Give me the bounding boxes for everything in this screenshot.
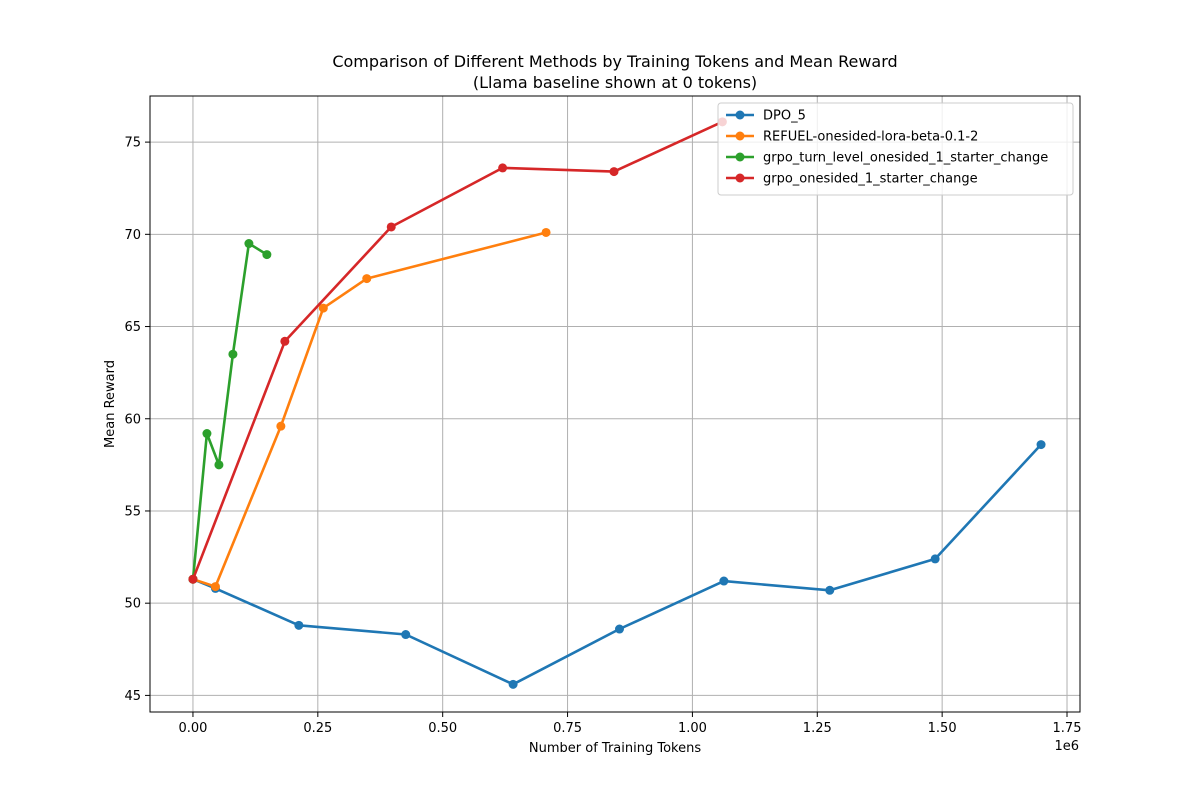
x-tick-label: 0.50 [428, 721, 457, 736]
axis-ticks: 0.00 0.25 0.50 0.75 1.00 1.25 1.50 1.75 45 50 55 60… [124, 136, 1081, 736]
data-point [244, 239, 254, 249]
y-tick-label: 75 [124, 136, 141, 151]
legend-label: DPO_5 [763, 109, 806, 124]
x-tick-label: 0.00 [178, 721, 207, 736]
legend-label: grpo_onesided_1_starter_change [763, 172, 978, 187]
data-point [318, 303, 328, 313]
x-axis-offset-label: 1e6 [1054, 739, 1079, 754]
data-point [276, 421, 286, 431]
chart-subtitle: (Llama baseline shown at 0 tokens) [473, 73, 757, 92]
y-tick-label: 50 [124, 597, 141, 612]
x-axis-label: Number of Training Tokens [529, 741, 701, 756]
data-point [262, 250, 272, 260]
data-point [202, 429, 212, 439]
data-point [498, 163, 508, 173]
legend-item: DPO_5 [726, 109, 806, 124]
x-tick-label: 0.75 [553, 721, 582, 736]
y-tick-label: 45 [124, 689, 141, 704]
data-point [188, 574, 198, 584]
legend-item: grpo_turn_level_onesided_1_starter_chang… [726, 151, 1048, 166]
series-2 [188, 239, 272, 584]
x-tick-label: 0.25 [303, 721, 332, 736]
y-tick-label: 65 [124, 320, 141, 335]
data-point [508, 679, 518, 689]
legend-box [717, 102, 1074, 196]
data-point [228, 349, 238, 359]
x-tick-label: 1.00 [678, 721, 707, 736]
y-tick-label: 55 [124, 504, 141, 519]
legend: DPO_5 REFUEL-onesided-lora-beta-0.1-2 grpo… [717, 102, 1074, 196]
data-point [1036, 440, 1046, 450]
series-line [191, 120, 724, 581]
legend-swatch-marker [735, 152, 745, 162]
data-point [362, 274, 372, 284]
data-point [930, 554, 940, 564]
legend-item: REFUEL-onesided-lora-beta-0.1-2 [726, 130, 978, 145]
series-0 [188, 440, 1046, 689]
data-point [214, 460, 224, 470]
x-tick-label: 1.50 [928, 721, 957, 736]
legend-swatch-marker [735, 131, 745, 141]
legend-label: grpo_turn_level_onesided_1_starter_chang… [763, 151, 1048, 166]
plot-frame [149, 95, 1081, 713]
data-point [825, 585, 835, 595]
data-point [294, 620, 304, 630]
data-point [614, 624, 624, 634]
y-tick-label: 60 [124, 412, 141, 427]
x-tick-label: 1.75 [1053, 721, 1082, 736]
y-axis-label: Mean Reward [103, 360, 118, 448]
data-point [719, 576, 729, 586]
data-point [609, 167, 619, 177]
chart-title: Comparison of Different Methods by Train… [332, 52, 897, 71]
y-tick-label: 70 [124, 228, 141, 243]
data-point [210, 582, 220, 592]
data-point [401, 630, 411, 640]
x-tick-label: 1.25 [803, 721, 832, 736]
legend-swatch-marker [735, 110, 745, 120]
data-point [386, 222, 396, 232]
series-line [191, 443, 1043, 686]
data-point [541, 227, 551, 237]
series-layer [188, 117, 1046, 689]
data-point [280, 336, 290, 346]
legend-item: grpo_onesided_1_starter_change [726, 172, 978, 187]
legend-label: REFUEL-onesided-lora-beta-0.1-2 [763, 130, 978, 145]
legend-swatch-marker [735, 173, 745, 183]
